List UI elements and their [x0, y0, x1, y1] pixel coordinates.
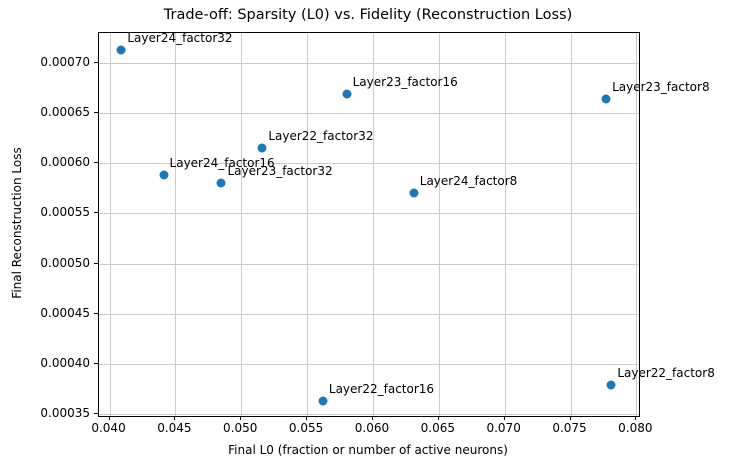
- point-annotation: Layer24_factor16: [169, 156, 275, 171]
- y-tick-label: 0.00060: [40, 155, 90, 170]
- x-tick-label: 0.070: [486, 421, 521, 435]
- x-tick-label: 0.040: [91, 421, 126, 435]
- x-tick-label: 0.065: [420, 421, 455, 435]
- point-annotation: Layer23_factor32: [227, 164, 333, 179]
- x-tick-label: 0.080: [618, 421, 653, 435]
- y-gridline: [99, 213, 639, 215]
- y-axis-label: Final Reconstruction Loss: [10, 147, 24, 299]
- y-gridline: [99, 263, 639, 265]
- point-annotation: Layer23_factor8: [612, 80, 710, 95]
- x-tick-mark: [569, 416, 571, 420]
- y-tick-mark: [94, 112, 98, 114]
- data-point: [116, 45, 126, 55]
- data-point: [606, 380, 616, 390]
- x-tick-label: 0.050: [223, 421, 258, 435]
- x-gridline: [438, 33, 440, 416]
- data-point: [216, 178, 226, 188]
- data-point: [342, 89, 352, 99]
- y-gridline: [99, 313, 639, 315]
- y-tick-label: 0.00070: [40, 55, 90, 70]
- data-point: [159, 170, 169, 180]
- x-tick-mark: [240, 416, 242, 420]
- y-tick-mark: [94, 62, 98, 64]
- y-tick-mark: [94, 312, 98, 314]
- x-tick-label: 0.075: [552, 421, 587, 435]
- x-tick-label: 0.060: [354, 421, 390, 435]
- x-tick-mark: [306, 416, 308, 420]
- y-tick-mark: [94, 412, 98, 414]
- x-tick-mark: [437, 416, 439, 420]
- point-annotation: Layer23_factor16: [352, 75, 458, 90]
- x-tick-mark: [503, 416, 505, 420]
- data-point: [257, 143, 267, 153]
- point-annotation: Layer22_factor16: [328, 381, 435, 396]
- y-tick-label: 0.00055: [40, 205, 90, 220]
- x-tick-mark: [108, 416, 110, 420]
- y-gridline: [99, 413, 639, 415]
- x-tick-mark: [635, 416, 637, 420]
- data-point: [601, 94, 611, 104]
- x-axis-label: Final L0 (fraction or number of active n…: [228, 443, 508, 457]
- x-gridline: [372, 33, 374, 416]
- x-tick-label: 0.045: [157, 421, 192, 435]
- y-tick-label: 0.00050: [40, 255, 90, 270]
- y-gridline: [99, 63, 639, 65]
- x-gridline: [636, 33, 638, 416]
- x-tick-mark: [371, 416, 373, 420]
- data-point: [318, 396, 328, 406]
- point-annotation: Layer24_factor8: [419, 174, 518, 189]
- y-gridline: [99, 113, 639, 115]
- point-annotation: Layer24_factor32: [127, 31, 233, 46]
- x-gridline: [504, 33, 506, 416]
- x-gridline: [175, 33, 177, 416]
- plot-area: Layer24_factor32 Layer23_factor16 Layer23_…: [98, 31, 715, 417]
- chart-title: Trade-off: Sparsity (L0) vs. Fidelity (R…: [163, 7, 573, 23]
- x-gridline: [241, 33, 243, 416]
- y-gridline: [99, 363, 639, 365]
- y-tick-mark: [94, 212, 98, 214]
- point-annotation: Layer22_factor32: [268, 129, 374, 144]
- y-tick-label: 0.00065: [40, 105, 90, 120]
- y-tick-mark: [94, 262, 98, 264]
- x-gridline: [570, 33, 572, 416]
- y-tick-label: 0.00040: [40, 355, 90, 370]
- x-tick-label: 0.055: [288, 421, 324, 435]
- y-tick-label: 0.00045: [40, 305, 90, 320]
- x-tick-mark: [174, 416, 176, 420]
- y-tick-mark: [94, 162, 98, 164]
- y-gridline: [99, 163, 639, 165]
- x-gridline: [109, 33, 111, 416]
- x-gridline: [307, 33, 309, 416]
- y-tick-label: 0.00035: [40, 405, 90, 420]
- point-annotation: Layer22_factor8: [617, 365, 715, 380]
- y-tick-mark: [94, 362, 98, 364]
- data-point: [409, 188, 419, 198]
